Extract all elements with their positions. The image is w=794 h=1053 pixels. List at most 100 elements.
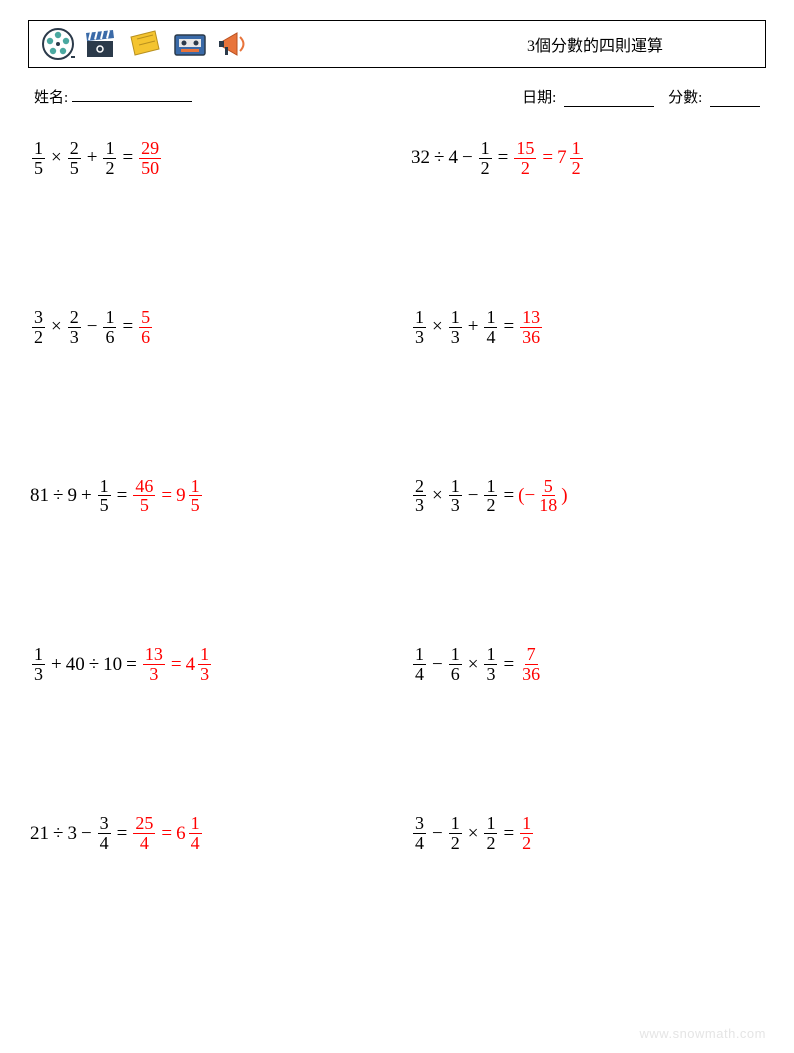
equals: =	[122, 147, 133, 169]
operator: =	[171, 654, 182, 676]
equals: =	[498, 147, 509, 169]
worksheet-page: 3個分數的四則運算 姓名: 日期: 分數: 15×25+12=295032÷4−…	[0, 0, 794, 873]
fraction: 25	[68, 139, 81, 178]
fraction: 518	[537, 477, 559, 516]
answer: 133 =413	[141, 645, 213, 684]
date-label: 日期:	[522, 90, 556, 106]
operator: −	[462, 147, 473, 169]
answer: 2950	[137, 139, 163, 178]
fraction: 12	[449, 814, 462, 853]
operator: −	[468, 485, 479, 507]
problem: 23 × 13−12 =(−518)	[411, 477, 764, 516]
fraction: 12	[484, 477, 497, 516]
answer: (−518)	[518, 477, 567, 516]
answer: 465=915	[131, 477, 203, 516]
operator: ×	[51, 316, 62, 338]
fraction: 152	[514, 139, 536, 178]
operator: ÷	[53, 823, 63, 845]
fraction: 34	[413, 814, 426, 853]
problem: 14−16×13=736	[411, 645, 764, 684]
fraction: 465	[133, 477, 155, 516]
problem: 34−12×12=12	[411, 814, 764, 853]
integer: 81	[30, 485, 49, 507]
raw-text: (−	[518, 485, 535, 507]
mixed-number: 915	[176, 477, 204, 516]
fraction: 15	[98, 477, 111, 516]
fraction: 2950	[139, 139, 161, 178]
fraction: 736	[520, 645, 542, 684]
problem: 32×23−16=56	[30, 308, 383, 347]
operator: ×	[432, 485, 443, 507]
fraction: 14	[484, 308, 497, 347]
equals: =	[122, 316, 133, 338]
cassette-icon	[171, 27, 209, 61]
fraction: 133	[143, 645, 165, 684]
operator: +	[468, 316, 479, 338]
score-label: 分數:	[668, 90, 702, 106]
answer: 1336	[518, 308, 544, 347]
fraction: 254	[133, 814, 155, 853]
operator: ÷	[89, 654, 99, 676]
operator: −	[87, 316, 98, 338]
megaphone-icon	[217, 27, 253, 61]
name-blank	[72, 88, 192, 102]
film-reel-icon	[41, 27, 75, 61]
score-blank	[710, 93, 760, 107]
operator: −	[81, 823, 92, 845]
name-label: 姓名:	[34, 86, 68, 107]
answer: 254 =614	[131, 814, 203, 853]
raw-text: )	[561, 485, 567, 507]
date-blank	[564, 93, 654, 107]
integer: 9	[67, 485, 77, 507]
fraction: 32	[32, 308, 45, 347]
operator: =	[161, 823, 172, 845]
fraction: 13	[449, 308, 462, 347]
operator: −	[432, 823, 443, 845]
fraction: 14	[413, 645, 426, 684]
mixed-number: 712	[557, 139, 585, 178]
fraction: 12	[520, 814, 533, 853]
answer: 12	[518, 814, 535, 853]
fraction: 13	[449, 477, 462, 516]
integer: 3	[67, 823, 77, 845]
watermark: www.snowmath.com	[640, 1026, 766, 1041]
fraction: 23	[413, 477, 426, 516]
problem: 13+40÷10=133=413	[30, 645, 383, 684]
fraction: 16	[103, 308, 116, 347]
mixed-number: 413	[186, 645, 214, 684]
integer: 32	[411, 147, 430, 169]
ticket-icon	[125, 27, 163, 61]
problems-grid: 15×25+12=295032÷4−12=152=71232×23−16=561…	[28, 139, 766, 853]
header-icons	[41, 27, 253, 61]
fraction: 13	[32, 645, 45, 684]
fraction: 1336	[520, 308, 542, 347]
answer: 736	[518, 645, 544, 684]
equals: =	[117, 823, 128, 845]
answer: 152=712	[512, 139, 584, 178]
operator: ÷	[53, 485, 63, 507]
operator: +	[81, 485, 92, 507]
integer: 21	[30, 823, 49, 845]
fraction: 34	[98, 814, 111, 853]
equals: =	[126, 654, 137, 676]
operator: ÷	[434, 147, 444, 169]
answer: 56	[137, 308, 154, 347]
mixed-number: 614	[176, 814, 204, 853]
fraction: 56	[139, 308, 152, 347]
equals: =	[503, 485, 514, 507]
operator: ×	[468, 654, 479, 676]
integer: 4	[448, 147, 458, 169]
operator: ×	[432, 316, 443, 338]
header-box: 3個分數的四則運算	[28, 20, 766, 68]
problem: 13×13+14=1336	[411, 308, 764, 347]
worksheet-title: 3個分數的四則運算	[527, 32, 663, 56]
integer: 40	[66, 654, 85, 676]
equals: =	[503, 654, 514, 676]
fraction: 12	[103, 139, 116, 178]
fraction: 16	[449, 645, 462, 684]
clapperboard-icon	[83, 27, 117, 61]
fraction: 13	[484, 645, 497, 684]
equals: =	[117, 485, 128, 507]
info-row: 姓名: 日期: 分數:	[28, 86, 766, 107]
integer: 10	[103, 654, 122, 676]
